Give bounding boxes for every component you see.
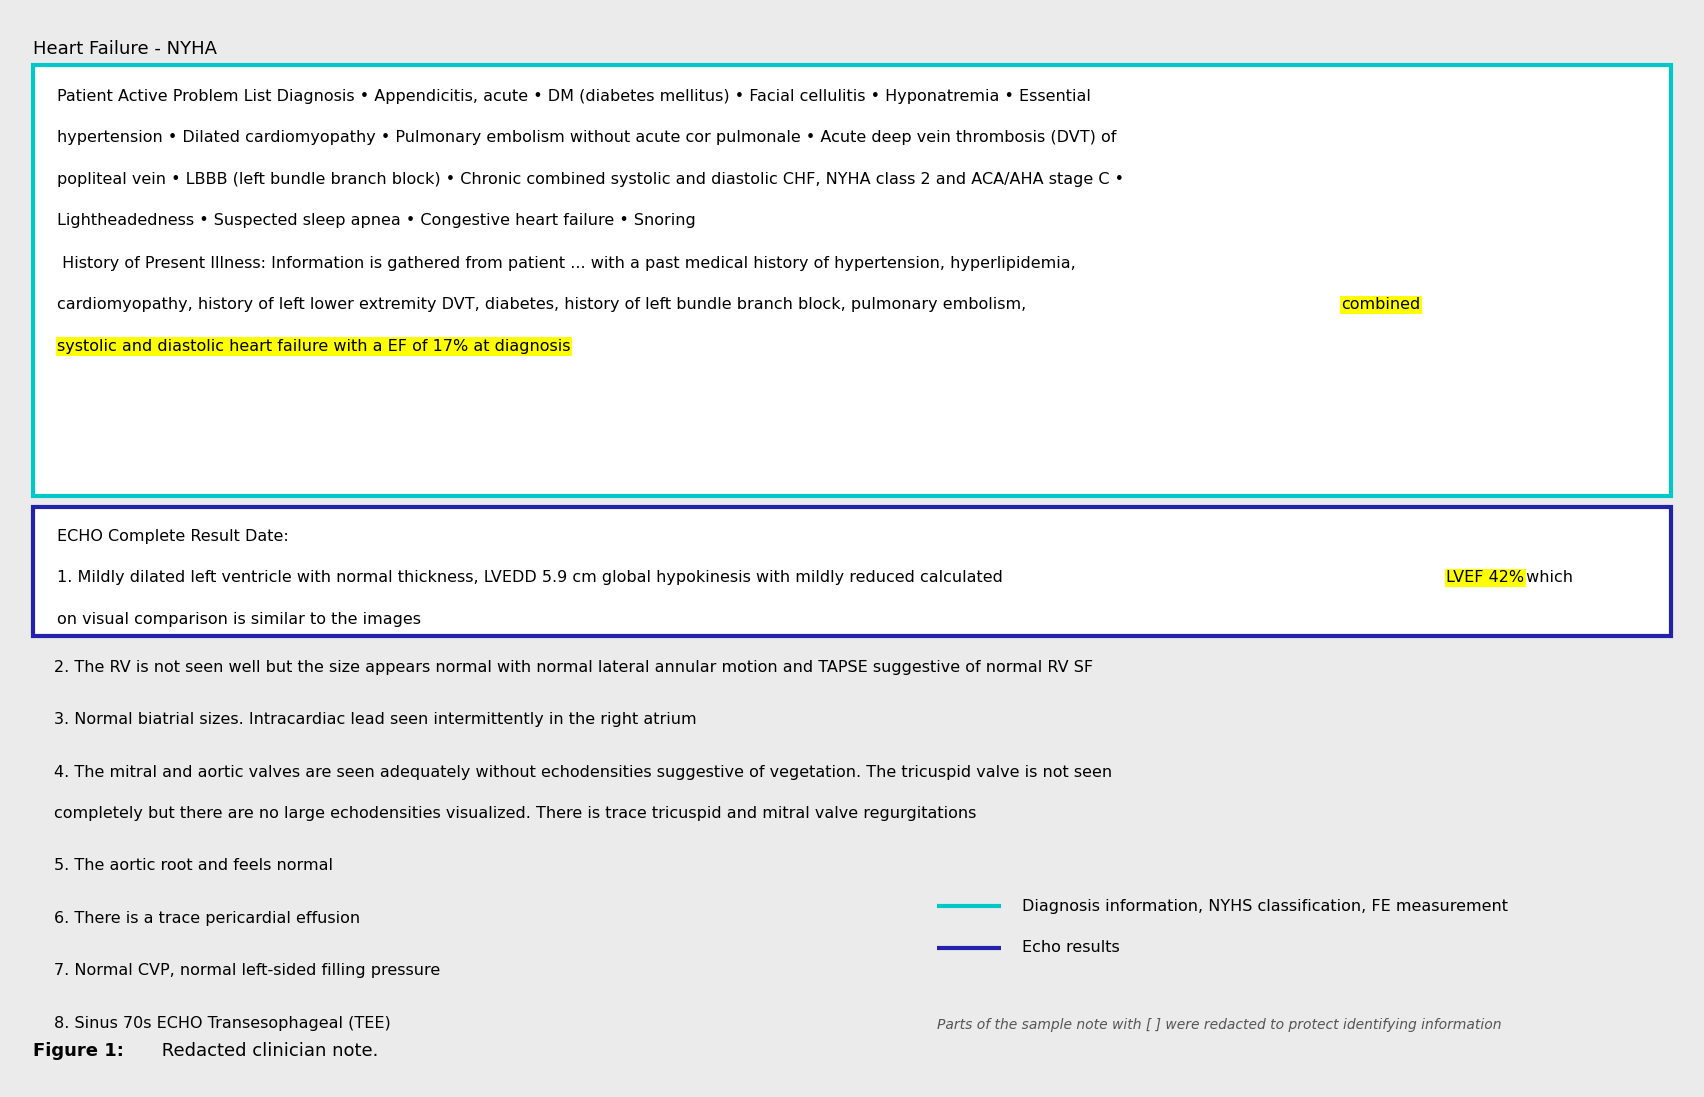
Text: Figure 1:: Figure 1: bbox=[34, 1042, 124, 1060]
Text: Lightheadedness • Suspected sleep apnea • Congestive heart failure • Snoring: Lightheadedness • Suspected sleep apnea … bbox=[58, 214, 695, 228]
Text: Heart Failure - NYHA: Heart Failure - NYHA bbox=[34, 39, 218, 58]
Text: completely but there are no large echodensities visualized. There is trace tricu: completely but there are no large echode… bbox=[55, 806, 976, 821]
FancyBboxPatch shape bbox=[34, 507, 1670, 636]
Text: Echo results: Echo results bbox=[1022, 940, 1120, 955]
FancyBboxPatch shape bbox=[34, 65, 1670, 496]
Text: Parts of the sample note with [ ] were redacted to protect identifying informati: Parts of the sample note with [ ] were r… bbox=[937, 1018, 1501, 1032]
Text: hypertension • Dilated cardiomyopathy • Pulmonary embolism without acute cor pul: hypertension • Dilated cardiomyopathy • … bbox=[58, 131, 1116, 146]
Text: 1. Mildly dilated left ventricle with normal thickness, LVEDD 5.9 cm global hypo: 1. Mildly dilated left ventricle with no… bbox=[58, 570, 1009, 586]
Text: systolic and diastolic heart failure with a EF of 17% at diagnosis: systolic and diastolic heart failure wit… bbox=[58, 339, 571, 354]
Text: on visual comparison is similar to the images: on visual comparison is similar to the i… bbox=[58, 612, 421, 626]
Text: popliteal vein • LBBB (left bundle branch block) • Chronic combined systolic and: popliteal vein • LBBB (left bundle branc… bbox=[58, 172, 1125, 186]
Text: Redacted clinician note.: Redacted clinician note. bbox=[155, 1042, 378, 1060]
Text: ECHO Complete Result Date:: ECHO Complete Result Date: bbox=[58, 529, 290, 544]
Text: History of Present Illness: Information is gathered from patient ... with a past: History of Present Illness: Information … bbox=[58, 256, 1075, 271]
Text: Diagnosis information, NYHS classification, FE measurement: Diagnosis information, NYHS classificati… bbox=[1022, 900, 1508, 914]
Text: combined: combined bbox=[1341, 297, 1421, 313]
Text: 3. Normal biatrial sizes. Intracardiac lead seen intermittently in the right atr: 3. Normal biatrial sizes. Intracardiac l… bbox=[55, 712, 697, 727]
Text: 8. Sinus 70s ECHO Transesophageal (TEE): 8. Sinus 70s ECHO Transesophageal (TEE) bbox=[55, 1016, 390, 1031]
Text: 2. The RV is not seen well but the size appears normal with normal lateral annul: 2. The RV is not seen well but the size … bbox=[55, 659, 1092, 675]
Text: 7. Normal CVP, normal left-sided filling pressure: 7. Normal CVP, normal left-sided filling… bbox=[55, 963, 440, 979]
Text: 4. The mitral and aortic valves are seen adequately without echodensities sugges: 4. The mitral and aortic valves are seen… bbox=[55, 765, 1111, 780]
Text: Patient Active Problem List Diagnosis • Appendicitis, acute • DM (diabetes melli: Patient Active Problem List Diagnosis • … bbox=[58, 89, 1091, 104]
Text: which: which bbox=[1522, 570, 1573, 586]
Text: 6. There is a trace pericardial effusion: 6. There is a trace pericardial effusion bbox=[55, 911, 360, 926]
Text: 5. The aortic root and feels normal: 5. The aortic root and feels normal bbox=[55, 859, 332, 873]
Text: LVEF 42%: LVEF 42% bbox=[1447, 570, 1525, 586]
Text: cardiomyopathy, history of left lower extremity DVT, diabetes, history of left b: cardiomyopathy, history of left lower ex… bbox=[58, 297, 1031, 313]
